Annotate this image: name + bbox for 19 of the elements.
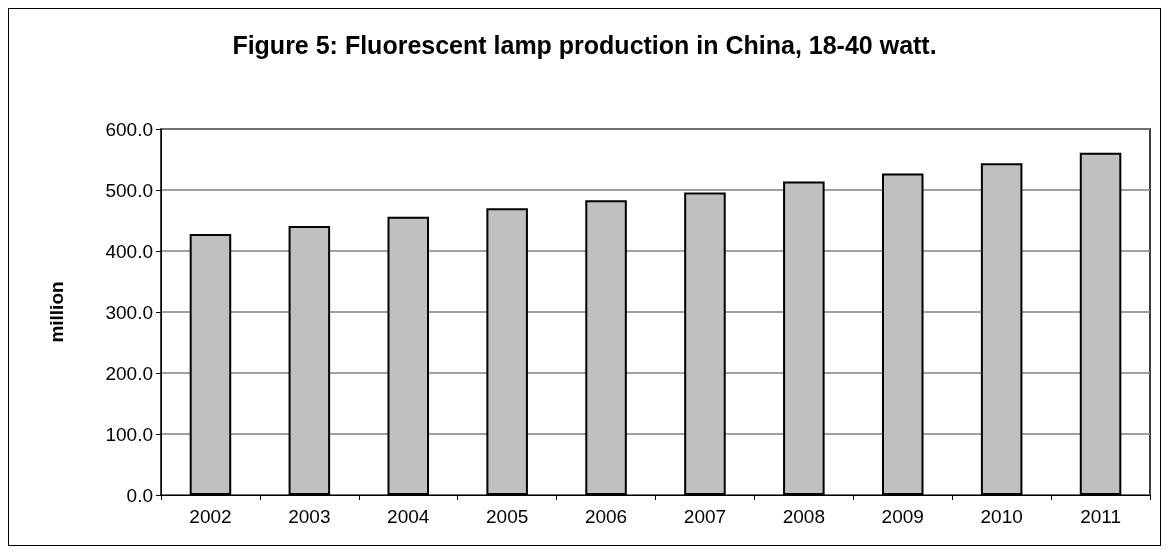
y-tick-label: 600.0 bbox=[105, 118, 153, 140]
y-tick-label: 500.0 bbox=[105, 179, 153, 201]
y-tick-label: 400.0 bbox=[105, 240, 153, 262]
x-tick-label: 2008 bbox=[782, 506, 825, 527]
y-axis-title: million bbox=[46, 281, 67, 343]
chart-title: Figure 5: Fluorescent lamp production in China, 18-40 watt. bbox=[232, 30, 937, 59]
y-tick-label: 100.0 bbox=[105, 423, 153, 445]
x-tick-label: 2003 bbox=[288, 506, 331, 527]
y-tick-label: 300.0 bbox=[105, 301, 153, 323]
y-tick-label: 200.0 bbox=[105, 362, 153, 384]
x-tick-label: 2004 bbox=[387, 506, 430, 527]
x-tick-label: 2009 bbox=[881, 506, 924, 527]
x-tick-label: 2002 bbox=[189, 506, 232, 527]
x-tick-label: 2005 bbox=[486, 506, 529, 527]
y-tick-label: 0.0 bbox=[126, 484, 153, 506]
x-tick-label: 2007 bbox=[683, 506, 727, 527]
x-tick-label: 2011 bbox=[1080, 506, 1121, 527]
x-tick-label: 2006 bbox=[584, 506, 628, 527]
x-tick-label: 2010 bbox=[980, 506, 1023, 527]
